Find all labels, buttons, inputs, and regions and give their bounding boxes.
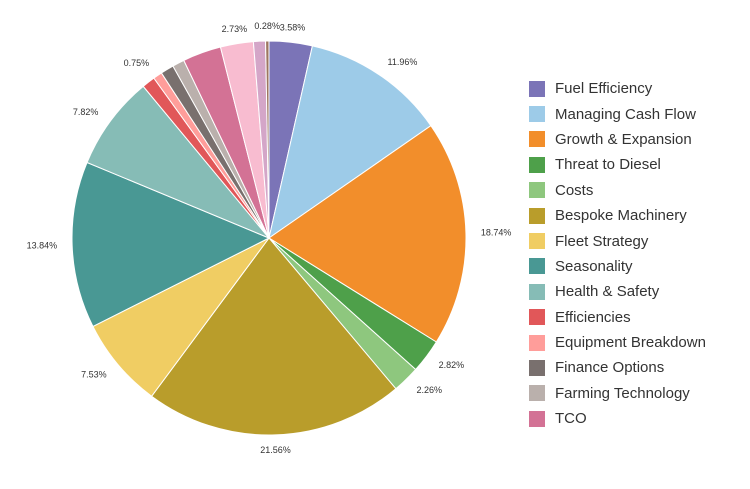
slice-value-label-1: 11.96% xyxy=(388,57,418,67)
legend-item-tco[interactable]: TCO xyxy=(529,406,706,431)
legend-label: Fleet Strategy xyxy=(555,232,649,250)
slice-value-label-4: 2.26% xyxy=(417,385,443,395)
legend-item-finance-options[interactable]: Finance Options xyxy=(529,355,706,380)
legend-label: Seasonality xyxy=(555,257,633,275)
legend-swatch xyxy=(529,182,545,199)
legend-label: Growth & Expansion xyxy=(555,130,692,148)
legend-label: Efficiencies xyxy=(555,308,631,326)
slice-value-label-16: 0.28% xyxy=(254,21,280,31)
legend-label: Costs xyxy=(555,181,594,199)
pie-labels: 3.58% 11.96% 18.74% 2.82% 2.26% 21.56% 7.53% 13… xyxy=(27,21,512,455)
pie-slice-unlabeled-16[interactable] xyxy=(265,40,270,239)
legend-item-health-and-safety[interactable]: Health & Safety xyxy=(529,279,706,304)
legend-item-efficiencies[interactable]: Efficiencies xyxy=(529,305,706,330)
legend-swatch xyxy=(529,80,545,97)
legend-label: Farming Technology xyxy=(555,384,690,402)
slice-value-label-14: 2.73% xyxy=(222,24,248,34)
legend: Fuel Efficiency Managing Cash Flow Growth … xyxy=(529,76,706,431)
legend-label: Equipment Breakdown xyxy=(555,334,706,352)
pie-slice-health-and-safety-8[interactable] xyxy=(86,85,270,239)
legend-item-threat-to-diesel[interactable]: Threat to Diesel xyxy=(529,152,706,177)
legend-swatch xyxy=(529,131,545,148)
pie-slice-bespoke-machinery-5[interactable] xyxy=(150,237,397,436)
legend-item-managing-cash-flow[interactable]: Managing Cash Flow xyxy=(529,101,706,126)
legend-swatch xyxy=(529,359,545,376)
legend-swatch xyxy=(529,334,545,351)
pie-chart: 3.58% 11.96% 18.74% 2.82% 2.26% 21.56% 7.53% 13… xyxy=(27,21,512,455)
legend-label: Finance Options xyxy=(555,359,665,377)
legend-swatch xyxy=(529,156,545,173)
slice-value-label-0: 3.58% xyxy=(280,22,306,32)
slice-value-label-7: 13.84% xyxy=(27,241,58,251)
legend-label: Managing Cash Flow xyxy=(555,105,696,123)
legend-item-farming-technology[interactable]: Farming Technology xyxy=(529,381,706,406)
legend-swatch xyxy=(529,258,545,275)
slice-value-label-10: 0.75% xyxy=(124,58,150,68)
pie-slice-growth-and-expansion-2[interactable] xyxy=(268,124,467,343)
legend-item-costs[interactable]: Costs xyxy=(529,178,706,203)
slice-value-label-5: 21.56% xyxy=(260,445,291,455)
legend-label: Bespoke Machinery xyxy=(555,207,687,225)
pie-slice-managing-cash-flow-1[interactable] xyxy=(268,45,432,240)
legend-item-bespoke-machinery[interactable]: Bespoke Machinery xyxy=(529,203,706,228)
legend-label: Health & Safety xyxy=(555,283,660,301)
legend-swatch xyxy=(529,207,545,224)
slice-value-label-6: 7.53% xyxy=(81,369,107,379)
pie-slice-seasonality-7[interactable] xyxy=(71,161,271,328)
slice-value-label-2: 18.74% xyxy=(481,228,512,238)
legend-swatch xyxy=(529,233,545,250)
legend-item-growth-and-expansion[interactable]: Growth & Expansion xyxy=(529,127,706,152)
pie-slices xyxy=(71,40,467,436)
legend-item-equipment-breakdown[interactable]: Equipment Breakdown xyxy=(529,330,706,355)
legend-label: Fuel Efficiency xyxy=(555,80,653,98)
legend-swatch xyxy=(529,385,545,402)
legend-swatch xyxy=(529,309,545,326)
legend-label: TCO xyxy=(555,410,587,428)
legend-item-fuel-efficiency[interactable]: Fuel Efficiency xyxy=(529,76,706,101)
slice-value-label-3: 2.82% xyxy=(439,360,465,370)
legend-swatch xyxy=(529,106,545,123)
legend-item-seasonality[interactable]: Seasonality xyxy=(529,254,706,279)
slice-value-label-8: 7.82% xyxy=(73,107,99,117)
legend-swatch xyxy=(529,410,545,427)
legend-label: Threat to Diesel xyxy=(555,156,661,174)
legend-item-fleet-strategy[interactable]: Fleet Strategy xyxy=(529,228,706,253)
legend-swatch xyxy=(529,283,545,300)
